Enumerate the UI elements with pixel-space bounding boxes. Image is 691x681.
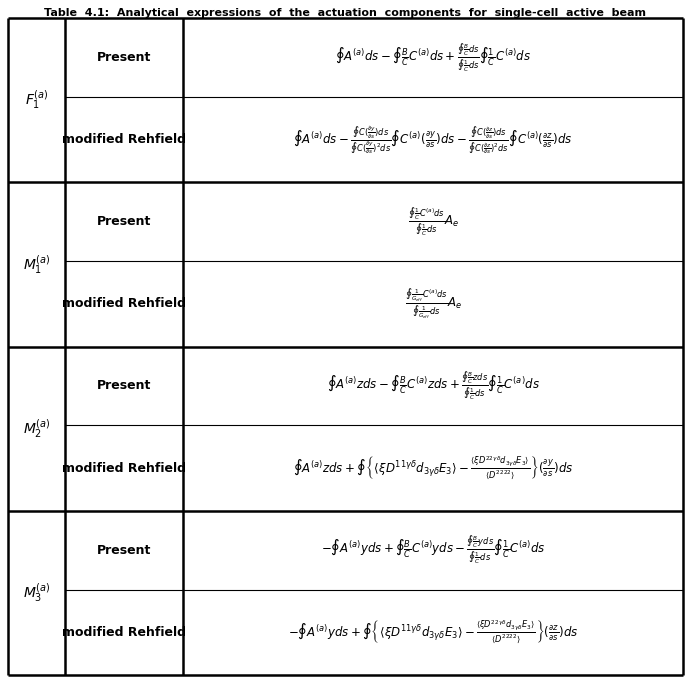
Text: $\oint A^{(a)}zds + \oint \left\{\langle \xi D^{11\gamma\delta} d_{3\gamma\delta: $\oint A^{(a)}zds + \oint \left\{\langle… [293, 454, 574, 481]
Text: Present: Present [97, 51, 151, 64]
Text: $\oint A^{(a)}zds - \oint \frac{B}{C}C^{(a)}zds + \frac{\oint \frac{B}{C}zds}{\o: $\oint A^{(a)}zds - \oint \frac{B}{C}C^{… [327, 370, 540, 402]
Text: $-\oint A^{(a)}yds + \oint \left\{\langle \xi D^{11\gamma\delta} d_{3\gamma\delt: $-\oint A^{(a)}yds + \oint \left\{\langl… [288, 619, 578, 646]
Text: $\frac{\oint \frac{1}{C}C^{(a)}ds}{\oint \frac{1}{C}ds} A_e$: $\frac{\oint \frac{1}{C}C^{(a)}ds}{\oint… [408, 206, 459, 238]
Text: Present: Present [97, 379, 151, 392]
Text: Present: Present [97, 543, 151, 556]
Text: $F_1^{(a)}$: $F_1^{(a)}$ [25, 89, 48, 111]
Text: Present: Present [97, 215, 151, 228]
Text: modified Rehfield: modified Rehfield [62, 462, 187, 475]
Text: $M_2^{(a)}$: $M_2^{(a)}$ [23, 417, 50, 440]
Text: modified Rehfield: modified Rehfield [62, 626, 187, 639]
Text: $-\oint A^{(a)}yds + \oint \frac{B}{C}C^{(a)}yds - \frac{\oint \frac{B}{C}yds}{\: $-\oint A^{(a)}yds + \oint \frac{B}{C}C^… [321, 534, 546, 567]
Text: modified Rehfield: modified Rehfield [62, 298, 187, 311]
Text: $\oint A^{(a)}ds - \oint \frac{B}{C}C^{(a)}ds + \frac{\oint \frac{B}{C}ds}{\oint: $\oint A^{(a)}ds - \oint \frac{B}{C}C^{(… [335, 42, 531, 74]
Text: $\oint A^{(a)}ds - \frac{\oint C(\frac{\partial y}{\partial s})ds}{\oint C(\frac: $\oint A^{(a)}ds - \frac{\oint C(\frac{\… [294, 123, 573, 155]
Text: Table  4.1:  Analytical  expressions  of  the  actuation  components  for  singl: Table 4.1: Analytical expressions of the… [44, 8, 646, 18]
Text: $\frac{\oint \frac{1}{G_{eff}}C^{(a)}ds}{\oint \frac{1}{G_{eff}}ds} A_e$: $\frac{\oint \frac{1}{G_{eff}}C^{(a)}ds}… [404, 287, 462, 321]
Text: $M_1^{(a)}$: $M_1^{(a)}$ [23, 253, 50, 276]
Text: modified Rehfield: modified Rehfield [62, 133, 187, 146]
Text: $M_3^{(a)}$: $M_3^{(a)}$ [23, 582, 50, 604]
